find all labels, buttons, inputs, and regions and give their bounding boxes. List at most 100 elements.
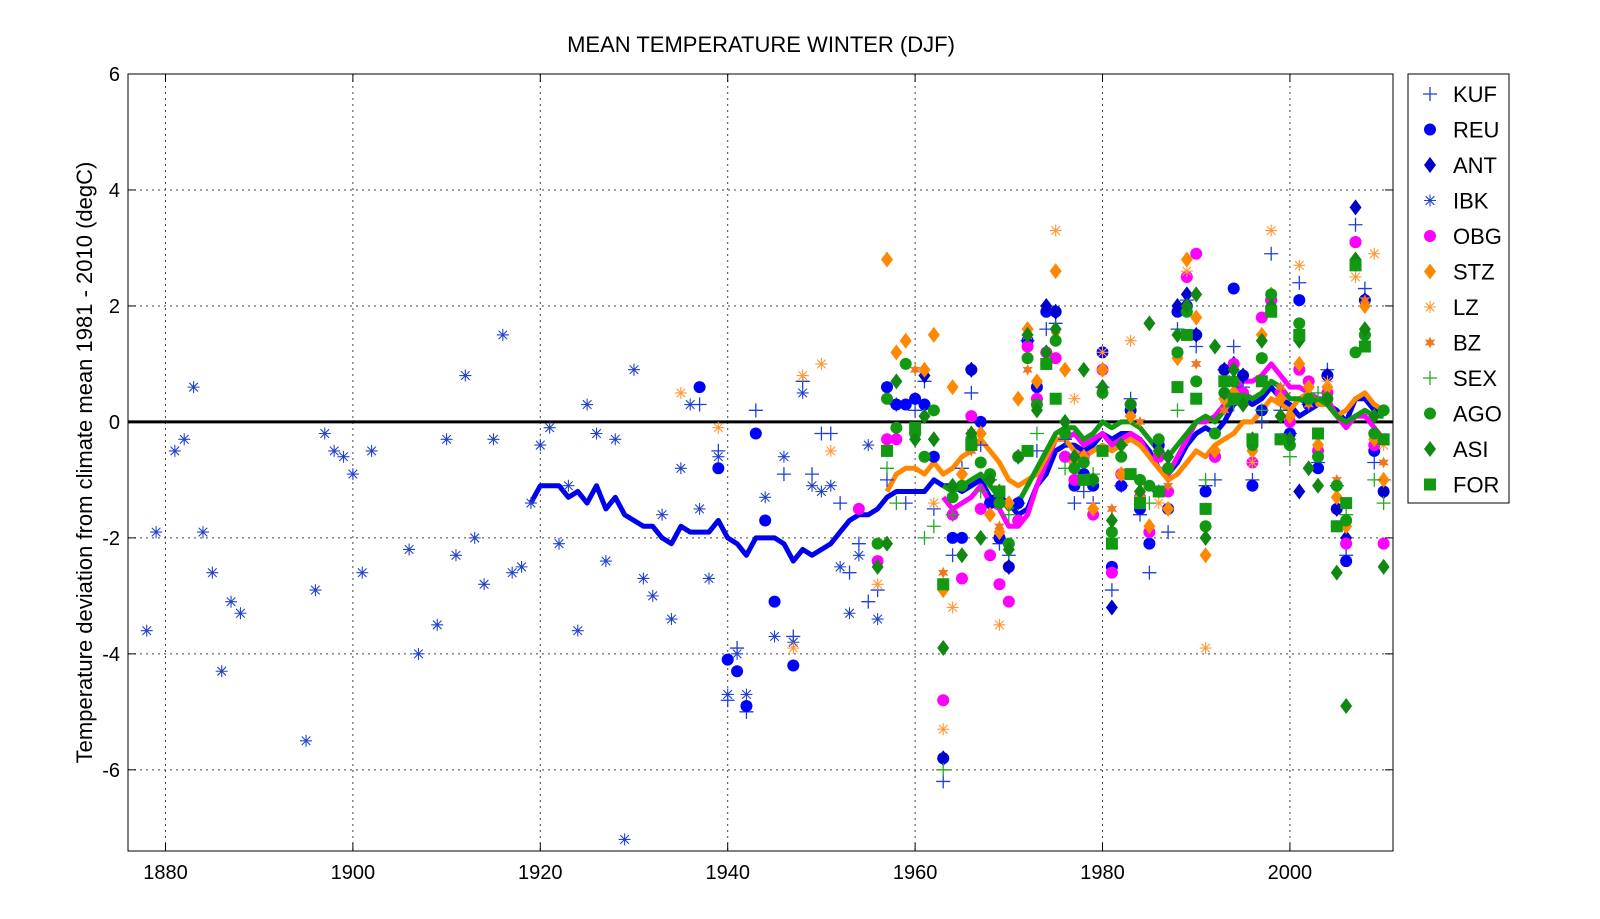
data-point [1115, 479, 1128, 492]
data-point [1264, 246, 1279, 261]
data-point [1162, 462, 1175, 475]
y-tick-label: 4 [109, 180, 120, 202]
data-point [1002, 595, 1015, 608]
data-point [806, 479, 819, 492]
data-point [1002, 541, 1015, 558]
data-point [1358, 321, 1371, 338]
data-point [993, 578, 1006, 591]
data-point [861, 594, 876, 609]
data-point [1227, 392, 1240, 405]
data-point [1255, 352, 1268, 365]
data-point [843, 607, 856, 620]
data-point [1171, 326, 1184, 343]
data-point [1312, 462, 1325, 475]
data-point [973, 484, 988, 499]
legend: KUF REU ANT IBK OBG STZ LZ BZ SEX AGO ASI FOR [1407, 73, 1510, 504]
data-point [759, 514, 772, 527]
data-point [777, 450, 790, 463]
data-point [1115, 437, 1128, 454]
data-point [731, 665, 744, 678]
data-point [1254, 403, 1269, 418]
data-point [150, 526, 163, 539]
data-point [881, 444, 893, 457]
data-point [1293, 483, 1306, 500]
data-point [590, 427, 603, 440]
data-point [1077, 361, 1090, 378]
data-point [496, 328, 509, 341]
data-point [871, 578, 884, 591]
data-point [721, 653, 734, 666]
data-point [1255, 311, 1268, 324]
data-point [796, 386, 809, 399]
data-point [1227, 361, 1240, 378]
data-point [1059, 361, 1072, 378]
data-point [945, 507, 960, 522]
data-point [1330, 520, 1343, 533]
data-point [1330, 500, 1343, 517]
data-point [1190, 375, 1203, 388]
data-point [1124, 408, 1137, 425]
series-asi [871, 251, 1390, 715]
data-point [1340, 698, 1353, 715]
data-point [1199, 502, 1212, 515]
data-point [702, 572, 715, 585]
data-point [1293, 355, 1306, 372]
data-point [824, 444, 837, 457]
data-point [937, 640, 950, 657]
data-point [1040, 357, 1053, 370]
data-point [918, 398, 931, 411]
data-point [1162, 448, 1175, 465]
data-point [965, 410, 978, 423]
data-point [637, 572, 650, 585]
data-point [1330, 564, 1343, 581]
data-point [1368, 247, 1381, 260]
x-tick-label: 1880 [143, 862, 188, 884]
data-point [1096, 361, 1109, 378]
data-point [562, 479, 575, 492]
data-point [918, 408, 931, 425]
data-point [684, 398, 697, 411]
data-point [140, 624, 153, 637]
data-point [918, 361, 931, 378]
data-point [871, 613, 884, 626]
data-point [206, 566, 219, 579]
data-point [1134, 497, 1146, 510]
data-point [656, 508, 669, 521]
data-point [965, 361, 978, 378]
y-tick-label: -2 [102, 528, 120, 550]
data-point [918, 450, 931, 463]
data-point [909, 392, 922, 405]
series-lz [674, 224, 1390, 736]
legend-box [1407, 73, 1510, 504]
x-tick-label: 2000 [1268, 862, 1313, 884]
data-point [1358, 340, 1371, 353]
legend-label: FOR [1453, 473, 1499, 498]
data-point [1059, 427, 1072, 440]
data-point [1152, 485, 1165, 498]
data-point [955, 572, 968, 585]
data-point [1190, 392, 1203, 405]
data-point [1030, 402, 1043, 419]
data-point [1124, 468, 1137, 481]
data-point [168, 444, 181, 457]
legend-marker [1423, 371, 1437, 385]
data-point [1340, 514, 1353, 527]
data-point [974, 529, 987, 546]
data-point [880, 461, 894, 476]
data-point [1208, 338, 1221, 355]
data-point [1190, 326, 1203, 343]
data-point [1152, 497, 1165, 510]
data-point [909, 421, 922, 434]
data-point [1096, 346, 1109, 359]
data-point [834, 560, 847, 573]
data-point [1124, 396, 1137, 413]
data-point [993, 497, 1006, 510]
data-point [1049, 321, 1062, 338]
data-point [1049, 263, 1062, 280]
data-point [937, 723, 950, 736]
data-point [693, 502, 706, 515]
data-point [1368, 408, 1381, 425]
legend-marker [1424, 407, 1436, 420]
data-point [1321, 375, 1334, 388]
data-point [1124, 334, 1137, 347]
